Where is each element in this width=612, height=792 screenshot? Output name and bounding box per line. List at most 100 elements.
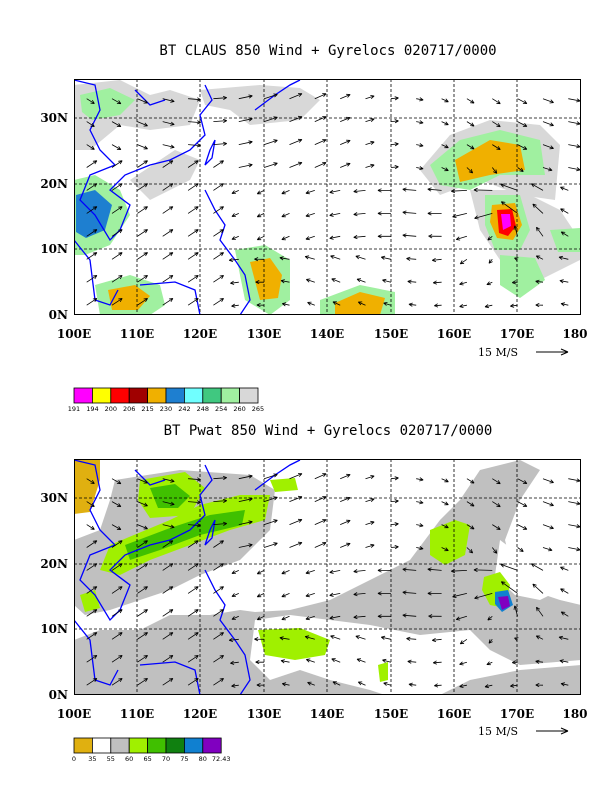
wind-vector [162, 252, 174, 260]
wind-vector [416, 120, 424, 125]
wind-vector [86, 121, 95, 127]
wind-vector [86, 540, 98, 548]
wind-vector [187, 655, 199, 663]
colorbar-label: 206 [123, 405, 135, 413]
wind-vector [111, 144, 122, 150]
wind-vector [558, 635, 569, 640]
wind-vector [231, 615, 239, 620]
wind-vector [137, 298, 148, 306]
wind-vector [231, 570, 239, 574]
wind-vector [568, 501, 581, 506]
panel1-ytick-10n: 10N [40, 242, 68, 256]
wind-vector [441, 547, 449, 552]
wind-vector [510, 683, 518, 688]
wind-vector [365, 163, 375, 168]
wind-vector [213, 275, 224, 283]
wind-vector [279, 636, 290, 641]
wind-vector [137, 160, 148, 168]
panel1-xtick-110e: 110E [120, 327, 154, 341]
wind-vector [162, 229, 174, 237]
wind-vector [213, 229, 224, 237]
wind-vector [365, 520, 375, 525]
colorbar-label: 200 [105, 405, 117, 413]
wind-vector [305, 213, 315, 218]
wind-vector [486, 281, 493, 286]
wind-vector [238, 94, 253, 100]
wind-vector [86, 655, 98, 663]
wind-vector [162, 524, 175, 529]
wind-vector [263, 519, 278, 525]
wind-vector [416, 523, 424, 528]
wind-vector [512, 280, 518, 285]
wind-vector [162, 540, 174, 548]
wind-vector [228, 637, 239, 642]
wind-vector [329, 569, 341, 574]
wind-vector [517, 478, 528, 484]
wind-vector [306, 658, 315, 663]
wind-vector [560, 588, 569, 594]
wind-vector [492, 478, 501, 485]
wind-vector [263, 542, 278, 548]
wind-vector [137, 586, 148, 594]
wind-vector [390, 545, 399, 550]
wind-vector [187, 229, 199, 237]
wind-vector [289, 115, 303, 122]
wind-vector [500, 563, 518, 571]
wind-vector [517, 547, 524, 552]
wind-vector [86, 678, 98, 686]
wind-vector [492, 524, 501, 530]
colorbar-label: 242 [178, 405, 190, 413]
wind-vector [187, 252, 199, 260]
wind-vector [162, 275, 174, 283]
wind-vector [353, 212, 366, 217]
wind-vector [466, 547, 474, 554]
wind-vector [428, 234, 442, 239]
wind-vector [86, 98, 95, 104]
wind-vector [162, 632, 174, 640]
wind-vector [510, 303, 518, 308]
wind-vector [353, 235, 366, 240]
wind-vector [441, 167, 449, 172]
wind-vector [213, 521, 227, 526]
wind-vector [568, 121, 581, 126]
wind-vector [231, 303, 239, 308]
wind-vector [213, 95, 227, 100]
wind-vector [137, 183, 148, 191]
colorbar-box [165, 737, 185, 754]
wind-vector [427, 187, 442, 192]
wind-vector [162, 160, 174, 168]
panel1-xtick-150e: 150E [374, 327, 408, 341]
wind-vector [491, 547, 498, 554]
wind-vector [432, 660, 442, 665]
wind-vector [416, 546, 424, 551]
wind-vector [238, 520, 253, 525]
colorbar-label: 254 [215, 405, 227, 413]
wind-vector [407, 279, 417, 284]
wind-vector [402, 187, 417, 192]
wind-vector [289, 473, 303, 480]
wind-vector [377, 568, 391, 573]
wind-vector [238, 497, 253, 502]
wind-vector [382, 278, 392, 283]
wind-vector [314, 139, 327, 145]
cloud-field-nw-green [80, 88, 135, 120]
wind-vector [517, 98, 528, 104]
wind-vector [137, 563, 148, 571]
wind-vector [390, 96, 399, 101]
wind-vector [314, 496, 327, 502]
wind-vector [137, 609, 148, 617]
panel1-map [74, 79, 581, 315]
wind-vector [231, 683, 239, 688]
wind-vector [256, 190, 265, 195]
wind-vector [111, 632, 123, 640]
wind-vector [340, 116, 351, 122]
wind-vector [231, 235, 239, 240]
wind-vector [492, 121, 501, 128]
panel2-ytick-20n: 20N [40, 557, 68, 571]
panel2-xtick-160e: 160E [437, 707, 471, 721]
wind-vector [263, 139, 278, 145]
wind-vector [289, 93, 303, 100]
colorbar-box [239, 387, 259, 404]
wind-vector [377, 211, 391, 216]
